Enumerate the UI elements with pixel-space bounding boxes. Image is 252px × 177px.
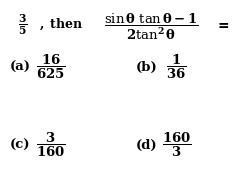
Text: (b): (b) xyxy=(136,61,158,74)
Text: $\mathbf{=}$: $\mathbf{=}$ xyxy=(215,17,230,31)
Text: $\dfrac{\mathbf{1}}{\mathbf{36}}$: $\dfrac{\mathbf{1}}{\mathbf{36}}$ xyxy=(166,53,187,81)
Text: (c): (c) xyxy=(10,139,30,152)
Text: $\mathbf{,\ then}$: $\mathbf{,\ then}$ xyxy=(39,16,83,32)
Text: (d): (d) xyxy=(136,139,158,152)
Text: $\dfrac{\mathbf{3}}{\mathbf{160}}$: $\dfrac{\mathbf{3}}{\mathbf{160}}$ xyxy=(36,131,65,159)
Text: $\dfrac{\mathbf{160}}{\mathbf{3}}$: $\dfrac{\mathbf{160}}{\mathbf{3}}$ xyxy=(162,131,191,159)
Text: $\dfrac{\mathbf{16}}{\mathbf{625}}$: $\dfrac{\mathbf{16}}{\mathbf{625}}$ xyxy=(36,53,65,81)
Text: $\mathbf{\frac{3}{5}}$: $\mathbf{\frac{3}{5}}$ xyxy=(18,12,27,37)
Text: $\mathbf{\dfrac{\sin\theta\ \tan\theta - 1}{2\tan^2\theta}}$: $\mathbf{\dfrac{\sin\theta\ \tan\theta -… xyxy=(104,12,199,42)
Text: (a): (a) xyxy=(10,61,31,74)
